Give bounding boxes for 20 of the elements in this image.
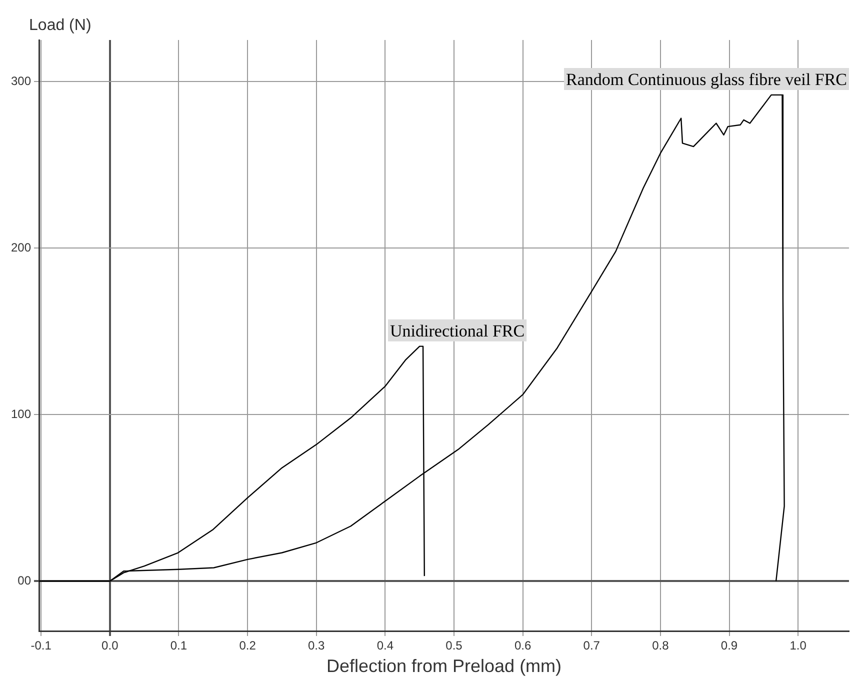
x-tick-label: 0.1 (170, 638, 188, 653)
x-tick-label: -0.1 (30, 638, 52, 653)
x-tick-label: 0.3 (308, 638, 326, 653)
y-tick-label: 100 (10, 406, 32, 421)
text: Random Continuous glass fibre veil FRC (566, 70, 848, 89)
y-tick-label: 00 (18, 573, 32, 588)
x-tick-label: 0.2 (239, 638, 256, 653)
y-axis-title: Load (N) (29, 17, 92, 34)
x-tick-label: 0.7 (583, 638, 600, 653)
x-tick-label: 0.6 (514, 638, 532, 653)
x-tick-label: 0.9 (720, 638, 738, 653)
y-tick-label: 300 (10, 74, 32, 88)
x-tick-label: 0.8 (652, 638, 670, 653)
x-axis-title: Deflection from Preload (mm) (326, 656, 562, 676)
x-tick-label: 1.0 (790, 638, 807, 653)
series-label: Unidirectional FRC (390, 321, 525, 340)
y-tick-label: 200 (10, 240, 32, 254)
x-tick-label: 0.5 (446, 638, 463, 653)
x-tick-label: 0.4 (376, 638, 394, 653)
x-tick-label: 0.0 (102, 638, 119, 653)
